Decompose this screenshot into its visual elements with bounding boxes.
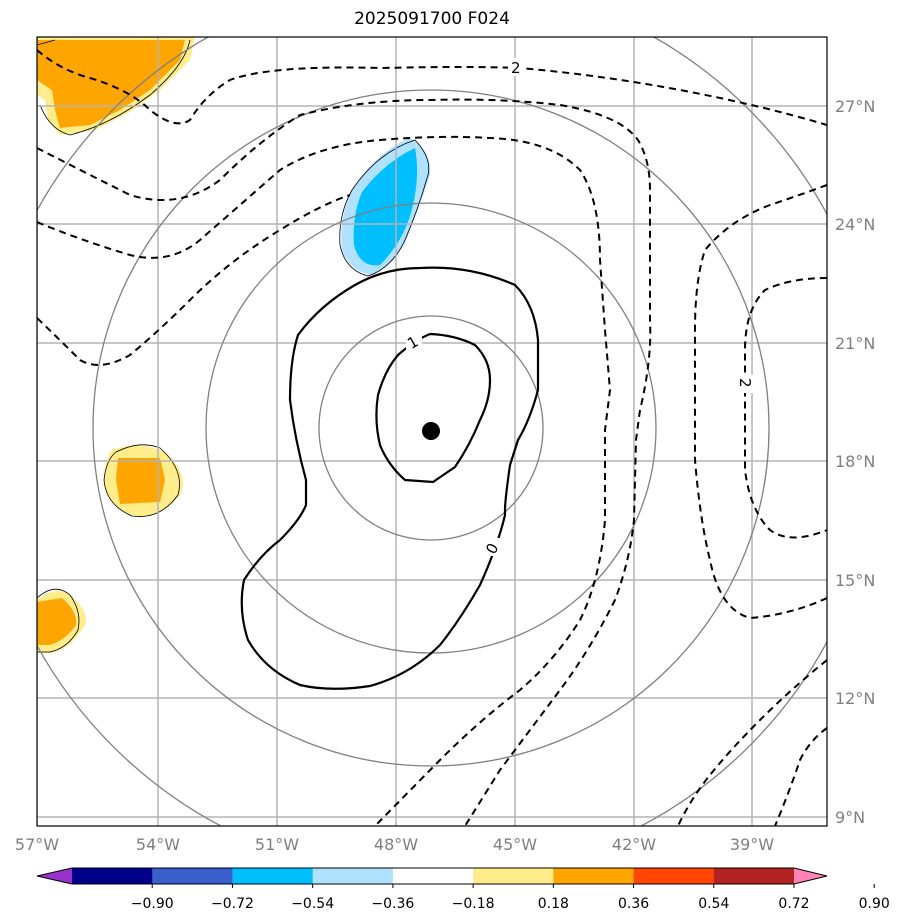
colorbar-tick-label: 0.54 [698,896,729,912]
shade-blue-inner [353,148,418,266]
lon-label: 42°W [612,835,656,854]
shade-nw-outline [37,39,191,136]
colorbar: −0.90 −0.72 −0.54 −0.36 −0.18 0.18 0.36 0.54 0.7… [36,867,890,912]
colorbar-segment [72,868,153,884]
graticule [37,37,827,826]
colorbar-segment [633,868,715,884]
colorbar-segment [312,868,394,884]
colorbar-tick-label: 0.18 [538,896,569,912]
lon-label: 45°W [493,835,537,854]
colorbar-segment [553,868,635,884]
colorbar-segment [392,868,474,884]
contour-label-top: 2 [511,59,521,77]
shaded-areas [37,37,431,653]
dashed-contours [37,49,827,826]
latitude-labels: 27°N 24°N 21°N 18°N 15°N 12°N 9°N [835,97,875,827]
lon-label: 48°W [374,835,418,854]
colorbar-segment [473,868,554,884]
solid-contours [240,266,540,690]
contour-labels: 2 1 0 2 [404,58,754,557]
lon-label: 54°W [136,835,180,854]
colorbar-tick-label: −0.72 [211,896,254,912]
lon-label: 57°W [15,835,59,854]
lat-label: 12°N [835,689,875,708]
contour-label-right: 2 [736,378,754,388]
colorbar-segment [152,868,233,884]
colorbar-extend-low [37,868,72,884]
shade-mid-inner [116,458,165,504]
contour-1 [375,332,492,484]
colorbar-tick-label: −0.54 [291,896,334,912]
shade-sw-outline [37,588,80,653]
colorbar-extend-high [794,868,827,884]
shade-sw-inner [37,598,77,645]
range-rings [37,37,827,826]
lat-label: 21°N [835,334,875,353]
colorbar-segment [713,868,795,884]
colorbar-tick-label: −0.18 [452,896,495,912]
lon-label: 51°W [255,835,299,854]
colorbar-tick-label: 0.36 [618,896,649,912]
lat-label: 27°N [835,97,875,116]
lat-label: 9°N [835,808,865,827]
lat-label: 24°N [835,215,875,234]
colorbar-outline [36,867,828,885]
storm-center-dot [422,422,440,440]
lon-label: 39°W [730,835,774,854]
lat-label: 18°N [835,452,875,471]
colorbar-tick-label: 0.72 [778,896,809,912]
colorbar-tick-label: −0.90 [131,896,174,912]
colorbar-tick-label: 0.90 [859,896,890,912]
longitude-labels: 57°W 54°W 51°W 48°W 45°W 42°W 39°W [15,835,774,854]
colorbar-tick-label: −0.36 [371,896,414,912]
map-frame [36,36,828,827]
map-title: 2025091700 F024 [354,9,510,29]
shade-blue-outline [339,139,430,277]
contour-0 [240,266,540,690]
colorbar-segment [232,868,314,884]
lat-label: 15°N [835,571,875,590]
